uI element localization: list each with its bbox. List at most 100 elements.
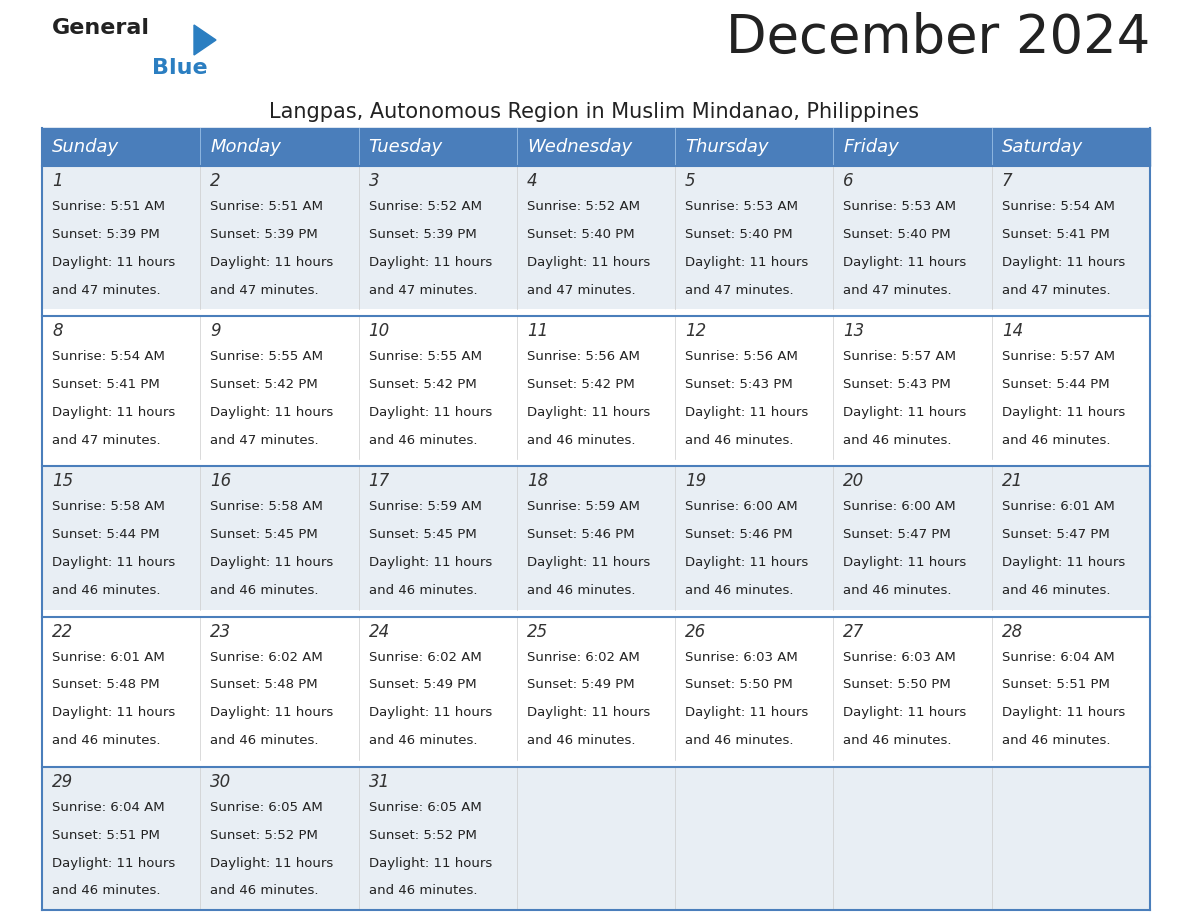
- Text: Daylight: 11 hours: Daylight: 11 hours: [210, 856, 334, 869]
- Text: Langpas, Autonomous Region in Muslim Mindanao, Philippines: Langpas, Autonomous Region in Muslim Min…: [268, 102, 920, 122]
- Text: and 47 minutes.: and 47 minutes.: [210, 434, 318, 447]
- Text: Sunrise: 5:54 AM: Sunrise: 5:54 AM: [52, 350, 165, 364]
- Text: and 46 minutes.: and 46 minutes.: [843, 434, 952, 447]
- Text: Sunset: 5:51 PM: Sunset: 5:51 PM: [52, 829, 160, 842]
- Text: and 47 minutes.: and 47 minutes.: [210, 284, 318, 297]
- Text: Daylight: 11 hours: Daylight: 11 hours: [368, 406, 492, 419]
- Text: Daylight: 11 hours: Daylight: 11 hours: [526, 706, 650, 720]
- Text: Sunrise: 5:58 AM: Sunrise: 5:58 AM: [52, 500, 165, 513]
- Text: Sunrise: 6:00 AM: Sunrise: 6:00 AM: [685, 500, 798, 513]
- Text: Sunrise: 5:58 AM: Sunrise: 5:58 AM: [210, 500, 323, 513]
- Text: Sunrise: 6:05 AM: Sunrise: 6:05 AM: [368, 800, 481, 813]
- Text: Sunset: 5:44 PM: Sunset: 5:44 PM: [1001, 378, 1110, 391]
- Text: Sunset: 5:49 PM: Sunset: 5:49 PM: [368, 678, 476, 691]
- Bar: [42, 767, 1150, 910]
- Text: Sunrise: 6:03 AM: Sunrise: 6:03 AM: [843, 651, 956, 664]
- Text: and 46 minutes.: and 46 minutes.: [1001, 734, 1111, 747]
- Text: 18: 18: [526, 473, 548, 490]
- Text: 9: 9: [210, 322, 221, 341]
- Text: Sunrise: 6:04 AM: Sunrise: 6:04 AM: [52, 800, 165, 813]
- Text: Sunset: 5:43 PM: Sunset: 5:43 PM: [685, 378, 792, 391]
- Text: and 47 minutes.: and 47 minutes.: [685, 284, 794, 297]
- Text: Sunset: 5:52 PM: Sunset: 5:52 PM: [368, 829, 476, 842]
- Text: Sunset: 5:41 PM: Sunset: 5:41 PM: [1001, 228, 1110, 241]
- Text: 13: 13: [843, 322, 865, 341]
- Text: 25: 25: [526, 622, 548, 641]
- Text: Sunrise: 6:01 AM: Sunrise: 6:01 AM: [1001, 500, 1114, 513]
- Text: 2: 2: [210, 172, 221, 190]
- Text: Daylight: 11 hours: Daylight: 11 hours: [526, 556, 650, 569]
- Text: Sunrise: 5:51 AM: Sunrise: 5:51 AM: [52, 200, 165, 213]
- Text: and 46 minutes.: and 46 minutes.: [368, 734, 478, 747]
- Text: 8: 8: [52, 322, 63, 341]
- Text: Sunrise: 5:52 AM: Sunrise: 5:52 AM: [526, 200, 640, 213]
- Text: Sunset: 5:51 PM: Sunset: 5:51 PM: [1001, 678, 1110, 691]
- Text: and 47 minutes.: and 47 minutes.: [843, 284, 952, 297]
- Text: and 46 minutes.: and 46 minutes.: [210, 885, 318, 898]
- Text: Sunset: 5:43 PM: Sunset: 5:43 PM: [843, 378, 952, 391]
- Text: Sunset: 5:50 PM: Sunset: 5:50 PM: [843, 678, 952, 691]
- Text: 27: 27: [843, 622, 865, 641]
- Text: Sunset: 5:45 PM: Sunset: 5:45 PM: [368, 528, 476, 542]
- Text: Sunset: 5:40 PM: Sunset: 5:40 PM: [685, 228, 792, 241]
- Text: Daylight: 11 hours: Daylight: 11 hours: [52, 556, 176, 569]
- Text: Sunset: 5:50 PM: Sunset: 5:50 PM: [685, 678, 792, 691]
- Text: Daylight: 11 hours: Daylight: 11 hours: [1001, 406, 1125, 419]
- Text: and 47 minutes.: and 47 minutes.: [52, 284, 160, 297]
- Text: Sunset: 5:46 PM: Sunset: 5:46 PM: [685, 528, 792, 542]
- Text: Daylight: 11 hours: Daylight: 11 hours: [210, 406, 334, 419]
- Text: 19: 19: [685, 473, 707, 490]
- Text: Sunrise: 5:55 AM: Sunrise: 5:55 AM: [368, 350, 481, 364]
- Text: Sunrise: 5:52 AM: Sunrise: 5:52 AM: [368, 200, 481, 213]
- Text: Sunset: 5:49 PM: Sunset: 5:49 PM: [526, 678, 634, 691]
- Text: Daylight: 11 hours: Daylight: 11 hours: [843, 256, 967, 269]
- Text: 10: 10: [368, 322, 390, 341]
- Bar: [42, 316, 1150, 459]
- Text: Sunrise: 6:04 AM: Sunrise: 6:04 AM: [1001, 651, 1114, 664]
- Text: Sunset: 5:45 PM: Sunset: 5:45 PM: [210, 528, 318, 542]
- Bar: [42, 128, 1150, 166]
- Text: Tuesday: Tuesday: [368, 138, 443, 156]
- Text: Sunset: 5:52 PM: Sunset: 5:52 PM: [210, 829, 318, 842]
- Text: Sunrise: 6:02 AM: Sunrise: 6:02 AM: [210, 651, 323, 664]
- Text: Daylight: 11 hours: Daylight: 11 hours: [368, 706, 492, 720]
- Text: Daylight: 11 hours: Daylight: 11 hours: [52, 706, 176, 720]
- Text: Sunrise: 5:59 AM: Sunrise: 5:59 AM: [368, 500, 481, 513]
- Text: 14: 14: [1001, 322, 1023, 341]
- Text: Sunrise: 6:00 AM: Sunrise: 6:00 AM: [843, 500, 956, 513]
- Text: Daylight: 11 hours: Daylight: 11 hours: [368, 556, 492, 569]
- Text: and 47 minutes.: and 47 minutes.: [526, 284, 636, 297]
- Text: Sunset: 5:40 PM: Sunset: 5:40 PM: [526, 228, 634, 241]
- Text: and 46 minutes.: and 46 minutes.: [526, 734, 636, 747]
- Text: 23: 23: [210, 622, 232, 641]
- Text: Daylight: 11 hours: Daylight: 11 hours: [1001, 256, 1125, 269]
- Text: 31: 31: [368, 773, 390, 790]
- Text: and 46 minutes.: and 46 minutes.: [685, 584, 794, 597]
- Text: 16: 16: [210, 473, 232, 490]
- Text: Sunrise: 5:56 AM: Sunrise: 5:56 AM: [685, 350, 798, 364]
- Text: Daylight: 11 hours: Daylight: 11 hours: [1001, 556, 1125, 569]
- Text: Sunset: 5:47 PM: Sunset: 5:47 PM: [843, 528, 952, 542]
- Text: and 47 minutes.: and 47 minutes.: [1001, 284, 1111, 297]
- Text: Daylight: 11 hours: Daylight: 11 hours: [210, 256, 334, 269]
- Text: and 46 minutes.: and 46 minutes.: [52, 584, 160, 597]
- Text: and 46 minutes.: and 46 minutes.: [1001, 584, 1111, 597]
- Text: Daylight: 11 hours: Daylight: 11 hours: [526, 406, 650, 419]
- Text: and 47 minutes.: and 47 minutes.: [52, 434, 160, 447]
- Text: Sunset: 5:44 PM: Sunset: 5:44 PM: [52, 528, 159, 542]
- Text: General: General: [52, 18, 150, 38]
- Text: 29: 29: [52, 773, 74, 790]
- Text: Daylight: 11 hours: Daylight: 11 hours: [52, 406, 176, 419]
- Text: Daylight: 11 hours: Daylight: 11 hours: [368, 256, 492, 269]
- Text: 5: 5: [685, 172, 696, 190]
- Text: Monday: Monday: [210, 138, 282, 156]
- Text: 11: 11: [526, 322, 548, 341]
- Text: Daylight: 11 hours: Daylight: 11 hours: [843, 556, 967, 569]
- Text: Friday: Friday: [843, 138, 899, 156]
- Text: 4: 4: [526, 172, 537, 190]
- Text: Sunrise: 6:02 AM: Sunrise: 6:02 AM: [368, 651, 481, 664]
- Text: Sunrise: 5:51 AM: Sunrise: 5:51 AM: [210, 200, 323, 213]
- Text: Sunday: Sunday: [52, 138, 119, 156]
- Text: Sunset: 5:48 PM: Sunset: 5:48 PM: [210, 678, 318, 691]
- Text: Daylight: 11 hours: Daylight: 11 hours: [685, 556, 808, 569]
